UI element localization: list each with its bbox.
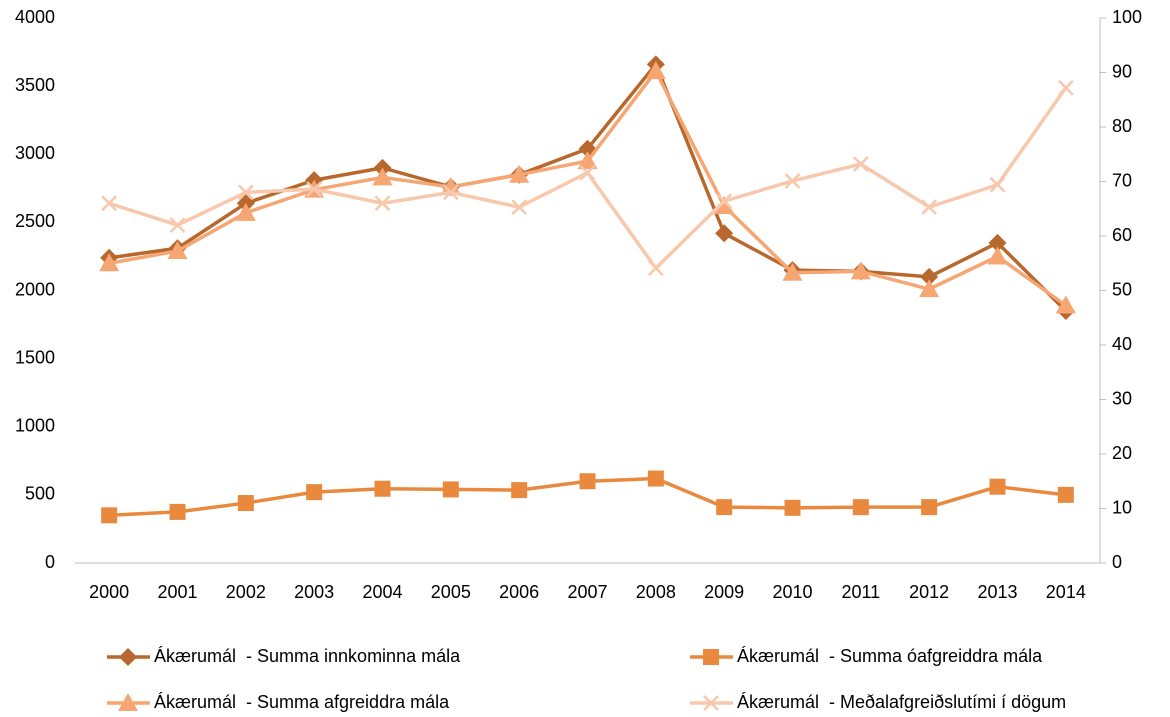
marker: [921, 499, 938, 516]
marker: [852, 499, 869, 516]
x-tick-label: 2011: [841, 582, 880, 602]
y2-tick-label: 80: [1112, 116, 1132, 136]
y2-tick-label: 30: [1112, 388, 1132, 408]
y2-tick-label: 60: [1112, 225, 1132, 245]
y-tick-label: 3500: [15, 75, 55, 95]
marker: [784, 499, 801, 516]
marker: [101, 507, 118, 524]
x-tick-label: 2006: [499, 582, 539, 602]
marker: [237, 184, 254, 201]
marker: [169, 503, 186, 520]
marker: [716, 193, 733, 210]
x-tick-label: 2005: [431, 582, 471, 602]
x-tick-label: 2002: [226, 582, 266, 602]
marker: [850, 261, 871, 280]
legend-label: Ákærumál - Summa óafgreiddra mála: [737, 646, 1043, 666]
legend-marker: [118, 693, 138, 711]
marker: [645, 61, 666, 80]
marker: [784, 173, 801, 189]
y2-tick-label: 90: [1112, 61, 1132, 81]
marker: [1057, 486, 1074, 503]
marker: [509, 164, 530, 183]
x-tick-label: 2007: [567, 582, 607, 602]
marker: [237, 495, 254, 512]
marker: [647, 260, 664, 277]
y-tick-label: 3000: [15, 143, 55, 163]
marker: [101, 195, 118, 212]
x-tick-label: 2000: [89, 582, 129, 602]
y2-tick-label: 50: [1112, 279, 1132, 299]
series-line: [108, 69, 1067, 307]
marker: [442, 184, 459, 201]
marker: [442, 481, 459, 498]
y-tick-label: 4000: [15, 7, 55, 27]
marker: [579, 473, 596, 490]
y-tick-label: 2000: [15, 279, 55, 299]
y-tick-label: 0: [45, 552, 55, 572]
marker: [99, 253, 120, 272]
marker: [579, 164, 596, 181]
marker: [989, 176, 1006, 193]
marker: [306, 484, 323, 501]
marker: [372, 167, 393, 186]
marker: [374, 480, 391, 497]
marker: [989, 478, 1006, 495]
marker: [440, 176, 461, 195]
x-tick-label: 2013: [977, 582, 1017, 602]
marker: [647, 470, 664, 487]
x-tick-label: 2012: [909, 582, 949, 602]
legend-label: Ákærumál - Summa innkominna mála: [154, 646, 461, 666]
legend-label: Ákærumál - Meðalafgreiðslutími í dögum: [737, 692, 1066, 712]
y-tick-label: 1000: [15, 416, 55, 436]
x-tick-label: 2004: [362, 582, 402, 602]
y2-tick-label: 20: [1112, 443, 1132, 463]
y-tick-label: 500: [25, 484, 55, 504]
x-tick-label: 2010: [772, 582, 812, 602]
y2-tick-label: 40: [1112, 334, 1132, 354]
legend-marker: [703, 695, 719, 711]
marker: [169, 217, 186, 233]
series-line: [108, 62, 1068, 313]
marker: [714, 196, 735, 215]
x-tick-label: 2009: [704, 582, 744, 602]
marker: [511, 199, 528, 215]
marker: [988, 233, 1007, 252]
x-tick-label: 2008: [636, 582, 676, 602]
marker: [167, 240, 188, 259]
legend-label: Ákærumál - Summa afgreiddra mála: [154, 692, 450, 712]
marker: [715, 224, 734, 243]
x-tick-label: 2001: [157, 582, 197, 602]
legend-marker: [703, 649, 719, 665]
marker: [852, 156, 869, 172]
x-tick-label: 2003: [294, 582, 334, 602]
y2-tick-label: 70: [1112, 170, 1132, 190]
marker: [919, 279, 940, 298]
marker: [306, 181, 323, 198]
x-tick-label: 2014: [1046, 582, 1086, 602]
marker: [782, 262, 803, 281]
marker: [1055, 295, 1076, 314]
series-line: [108, 86, 1068, 270]
marker: [921, 199, 938, 215]
marker: [987, 246, 1008, 265]
marker: [1057, 79, 1074, 96]
marker: [511, 482, 528, 499]
y2-tick-label: 0: [1112, 552, 1122, 572]
marker: [374, 195, 391, 212]
marker: [920, 267, 939, 286]
y2-tick-label: 10: [1112, 497, 1132, 517]
marker: [577, 151, 598, 170]
y2-tick-label: 100: [1112, 7, 1142, 27]
y-tick-label: 1500: [15, 347, 55, 367]
marker: [716, 499, 733, 516]
marker: [235, 202, 256, 221]
y-tick-label: 2500: [15, 211, 55, 231]
legend-marker: [119, 648, 137, 666]
